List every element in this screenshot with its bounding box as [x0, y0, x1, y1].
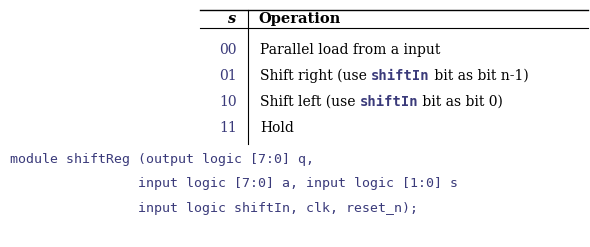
Text: 11: 11	[219, 121, 237, 135]
Text: 00: 00	[219, 43, 237, 57]
Text: input logic shiftIn, clk, reset_n);: input logic shiftIn, clk, reset_n);	[10, 202, 418, 214]
Text: input logic [7:0] a, input logic [1:0] s: input logic [7:0] a, input logic [1:0] s	[10, 178, 458, 190]
Text: shiftIn: shiftIn	[371, 69, 430, 83]
Text: Parallel load from a input: Parallel load from a input	[260, 43, 440, 57]
Text: shiftIn: shiftIn	[360, 95, 418, 109]
Text: 10: 10	[219, 95, 237, 109]
Text: bit as bit n-1): bit as bit n-1)	[430, 69, 529, 83]
Text: s: s	[227, 12, 235, 26]
Text: bit as bit 0): bit as bit 0)	[418, 95, 503, 109]
Text: module shiftReg (output logic [7:0] q,: module shiftReg (output logic [7:0] q,	[10, 153, 314, 166]
Text: 01: 01	[219, 69, 237, 83]
Text: Hold: Hold	[260, 121, 294, 135]
Text: Shift right (use: Shift right (use	[260, 69, 371, 83]
Text: Operation: Operation	[258, 12, 340, 26]
Text: Shift left (use: Shift left (use	[260, 95, 360, 109]
